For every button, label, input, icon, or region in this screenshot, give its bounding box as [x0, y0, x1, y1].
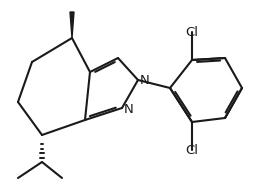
Polygon shape: [70, 12, 74, 38]
Text: N: N: [140, 73, 150, 86]
Text: Cl: Cl: [186, 25, 198, 39]
Text: N: N: [124, 102, 134, 116]
Text: Cl: Cl: [186, 144, 198, 156]
